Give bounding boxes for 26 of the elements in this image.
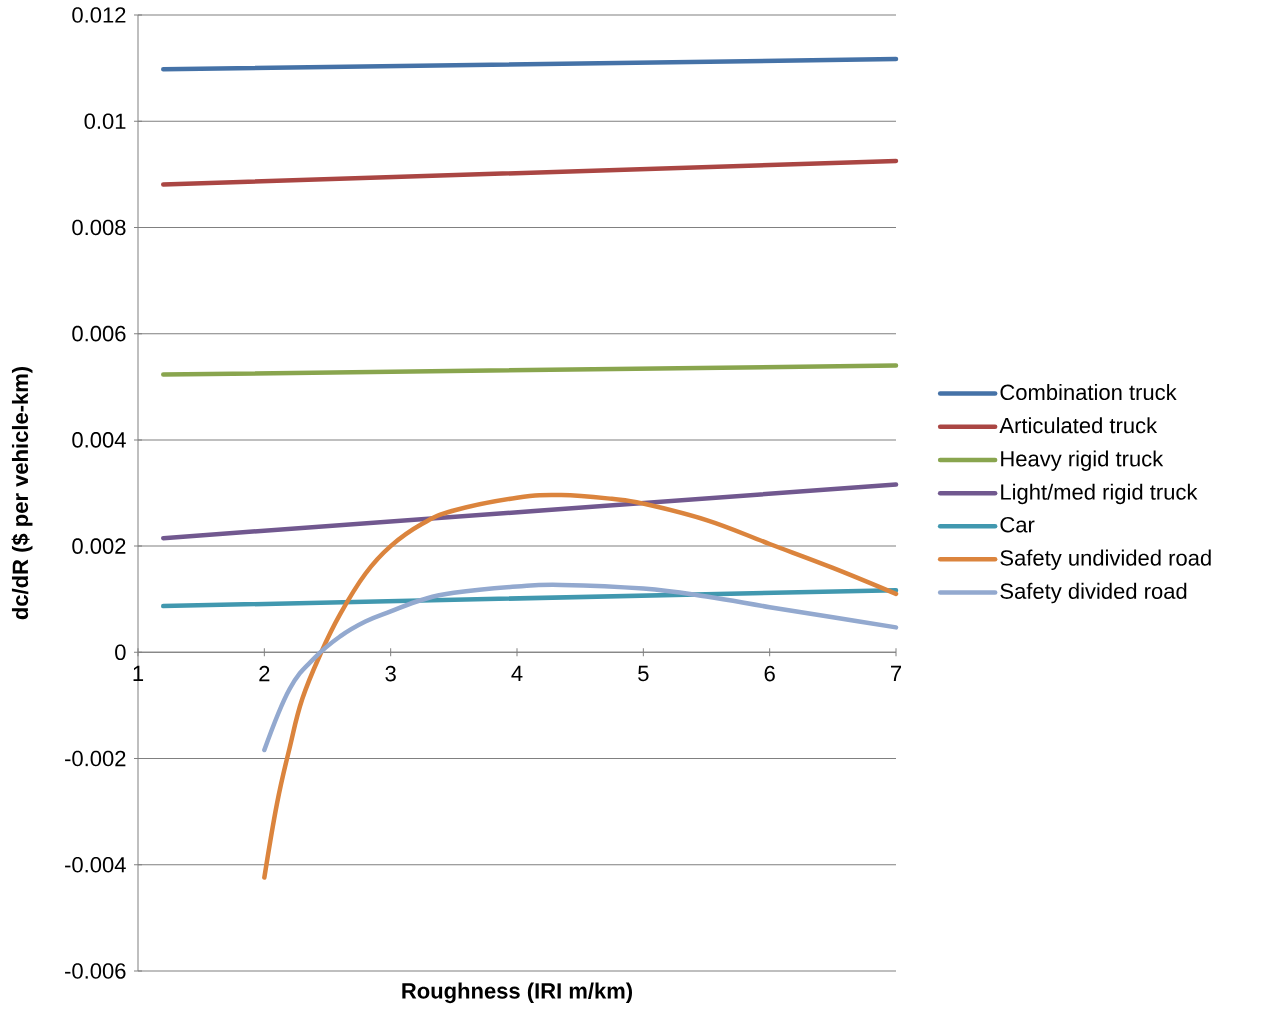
x-tick-label: 1 bbox=[133, 665, 144, 681]
x-tick-label: 4 bbox=[511, 665, 523, 681]
y-tick-label: 0.01 bbox=[84, 113, 126, 129]
x-tick-label: 2 bbox=[259, 665, 270, 682]
y-tick-label: -0.002 bbox=[65, 750, 126, 767]
y-tick-label: 0.006 bbox=[72, 325, 126, 342]
x-tick-label: 6 bbox=[764, 665, 775, 682]
x-axis-title: Roughness (IRI m/km) bbox=[402, 982, 633, 1004]
x-tick-label: 5 bbox=[638, 665, 649, 682]
legend-label: Car bbox=[1000, 516, 1035, 533]
legend-label: Combination truck bbox=[1000, 383, 1177, 401]
y-tick-label: -0.006 bbox=[65, 963, 126, 979]
legend-label: Articulated truck bbox=[999, 417, 1158, 434]
x-tick-label: 7 bbox=[891, 665, 902, 681]
y-tick-label: 0.012 bbox=[72, 7, 126, 23]
y-tick-label: 0 bbox=[115, 644, 126, 661]
y-tick-label: 0.002 bbox=[72, 538, 126, 554]
x-tick-label: 3 bbox=[385, 665, 396, 682]
y-tick-label: -0.004 bbox=[65, 856, 126, 873]
legend-label: Safety undivided road bbox=[1000, 549, 1211, 571]
legend-label: Safety divided road bbox=[1000, 582, 1187, 604]
y-tick-label: 0.004 bbox=[72, 432, 126, 448]
legend-label: Heavy rigid truck bbox=[1001, 450, 1164, 471]
y-axis-title: dc/dR ($ per vehicle-km) bbox=[11, 366, 33, 620]
y-tick-label: 0.008 bbox=[72, 219, 126, 236]
legend-label: Light/med rigid truck bbox=[1001, 483, 1198, 505]
